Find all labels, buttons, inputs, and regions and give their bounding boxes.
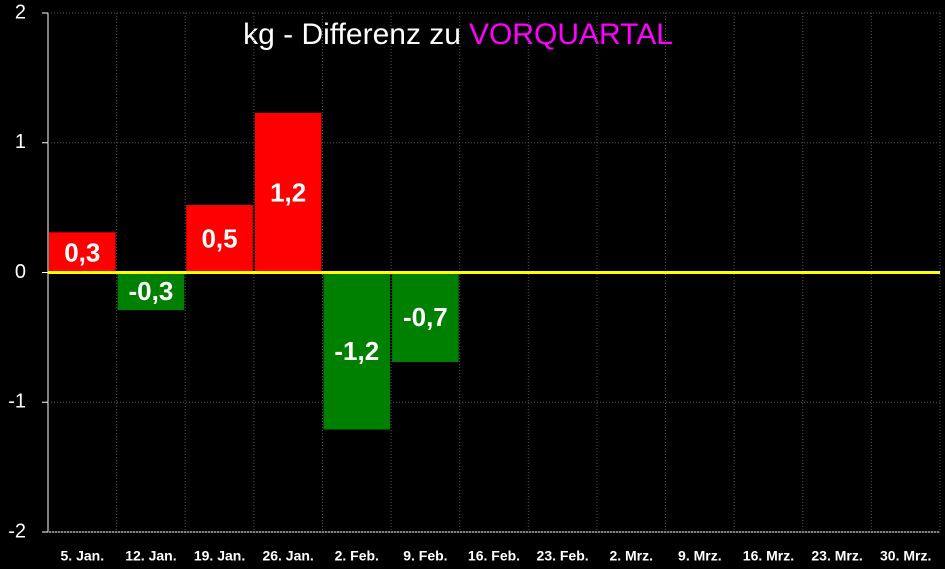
x-tick-label: 9. Feb. [403, 548, 447, 564]
value-label: -1,2 [334, 336, 379, 366]
bar [49, 232, 116, 273]
value-label: 0,5 [201, 224, 237, 254]
x-tick-label: 30. Mrz. [880, 548, 931, 564]
x-tick-label: 9. Mrz. [678, 548, 722, 564]
y-tick-label: 1 [15, 131, 26, 153]
bar [186, 205, 253, 273]
bar [254, 112, 322, 273]
title-highlight: VORQUARTAL [469, 18, 673, 51]
x-tick-label: 16. Feb. [468, 548, 520, 564]
x-tick-label: 12. Jan. [125, 548, 176, 564]
y-tick-label: 0 [15, 261, 26, 283]
y-tick-label: -1 [8, 391, 26, 413]
x-tick-label: 5. Jan. [61, 548, 105, 564]
x-tick-label: 23. Mrz. [811, 548, 862, 564]
y-tick-label: 2 [15, 1, 26, 23]
x-tick-label: 26. Jan. [262, 548, 313, 564]
bar [323, 272, 391, 430]
x-tick-label: 2. Feb. [335, 548, 379, 564]
bar [117, 272, 185, 311]
value-label: 0,3 [64, 237, 100, 267]
bar [392, 272, 459, 363]
x-tick-label: 2. Mrz. [609, 548, 653, 564]
x-tick-label: 23. Feb. [537, 548, 589, 564]
title-text: kg - Differenz zu [243, 18, 461, 51]
value-label: -0,7 [403, 302, 448, 332]
chart-title: kg - Differenz zu VORQUARTAL [243, 18, 673, 51]
value-label: 1,2 [270, 178, 306, 208]
value-label: -0,3 [129, 276, 174, 306]
x-tick-label: 19. Jan. [194, 548, 245, 564]
x-tick-label: 16. Mrz. [743, 548, 794, 564]
y-tick-label: -2 [8, 520, 26, 542]
